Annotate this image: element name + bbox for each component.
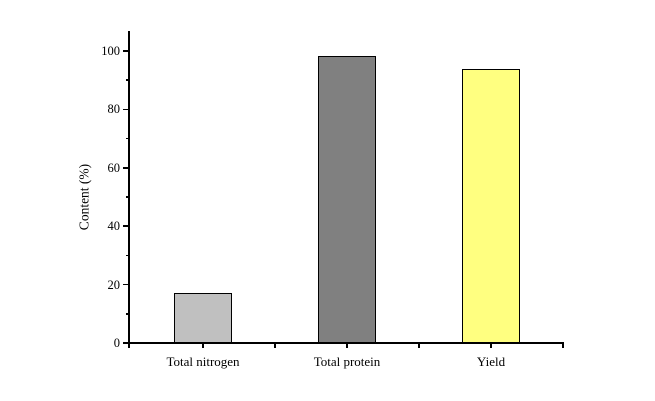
y-tick-label: 60 xyxy=(107,160,121,175)
y-major-tick xyxy=(123,283,129,286)
x-tick xyxy=(202,343,204,348)
x-category-label: Total nitrogen xyxy=(166,354,240,369)
y-tick-label: 40 xyxy=(107,219,121,234)
x-tick xyxy=(562,343,564,348)
y-tick-label: 80 xyxy=(107,102,121,117)
y-major-tick xyxy=(123,342,129,344)
bar-total-protein xyxy=(318,55,376,343)
x-tick xyxy=(346,343,348,348)
x-axis-line xyxy=(128,342,564,344)
x-tick xyxy=(490,343,492,348)
y-minor-tick xyxy=(125,79,129,81)
y-major-tick xyxy=(123,167,129,169)
bar-yield xyxy=(462,68,520,343)
x-tick xyxy=(418,343,420,348)
y-tick-label: 0 xyxy=(113,336,120,350)
y-minor-tick xyxy=(125,254,129,257)
y-minor-tick xyxy=(125,196,129,198)
y-minor-tick xyxy=(125,137,129,140)
y-minor-tick xyxy=(125,313,129,315)
y-tick-label: 20 xyxy=(107,277,121,292)
y-major-tick xyxy=(123,50,129,52)
y-axis-line xyxy=(128,31,130,348)
y-tick-label: 100 xyxy=(101,44,120,58)
x-category-label: Total protein xyxy=(313,354,381,369)
y-major-tick xyxy=(123,225,129,227)
y-major-tick xyxy=(123,108,129,111)
x-tick xyxy=(274,343,276,348)
x-category-label: Yield xyxy=(476,354,506,369)
bar-total-nitrogen xyxy=(174,293,232,343)
